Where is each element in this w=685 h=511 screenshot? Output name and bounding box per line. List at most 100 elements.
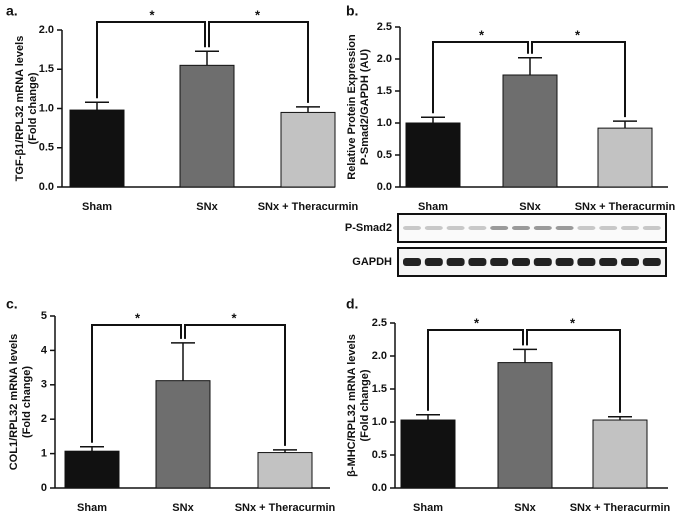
blot-band <box>621 258 639 266</box>
significance-bracket <box>526 329 621 413</box>
y-axis-label: Relative Protein ExpressionP-Smad2/GAPDH… <box>346 34 371 180</box>
y-axis-label-line: (Fold change) <box>27 72 39 144</box>
blot-band <box>642 226 661 230</box>
blot-band <box>577 258 596 266</box>
y-axis-label-line: β-MHC/RPL32 mRNA levels <box>346 334 358 477</box>
y-axis-label: TGF-β1/RPL32 mRNA levels(Fold change) <box>14 36 39 182</box>
significance-star: * <box>575 27 581 42</box>
y-tick-label: 0.5 <box>372 449 387 461</box>
x-tick-label: SNx + Theracurmin <box>570 502 671 511</box>
x-tick-label: SNx <box>172 502 194 511</box>
y-tick-label: 1.5 <box>39 63 54 75</box>
significance-bracket <box>208 21 309 103</box>
blot-band <box>642 258 661 266</box>
blot-band <box>403 258 421 266</box>
panel-label: b. <box>346 3 358 19</box>
x-tick-label: SNx <box>519 201 541 213</box>
y-tick-label: 4 <box>41 344 48 356</box>
significance-bracket <box>531 41 626 118</box>
bar <box>597 127 653 188</box>
significance-star: * <box>255 7 261 22</box>
y-axis-label-line: Relative Protein Expression <box>346 34 358 180</box>
x-tick-label: SNx + Theracurmin <box>235 502 336 511</box>
blot-band <box>555 258 574 266</box>
bar <box>405 122 461 188</box>
y-tick-label: 1.0 <box>39 102 54 114</box>
blot-band <box>533 226 552 230</box>
y-tick-label: 1.5 <box>377 85 392 97</box>
blot-band <box>446 258 465 266</box>
significance-bracket <box>96 21 206 99</box>
significance-star: * <box>479 27 485 42</box>
blot-band <box>424 226 443 230</box>
y-tick-label: 2.0 <box>377 53 392 65</box>
blot-band <box>599 226 618 230</box>
significance-bracket <box>91 324 182 443</box>
x-tick-label: SNx + Theracurmin <box>258 201 359 213</box>
significance-star: * <box>570 315 576 330</box>
x-tick-label: Sham <box>418 201 448 213</box>
blot-band <box>512 226 530 230</box>
y-tick-label: 0.0 <box>377 181 392 193</box>
bar <box>179 64 235 188</box>
panel-label: a. <box>6 3 18 19</box>
panel-label: c. <box>6 296 18 312</box>
blot-band <box>490 258 509 266</box>
y-tick-label: 2.5 <box>372 317 387 329</box>
x-tick-label: Sham <box>413 502 443 511</box>
bar <box>502 74 558 188</box>
blot-band <box>599 258 618 266</box>
bar <box>592 419 648 489</box>
y-tick-label: 2.0 <box>39 24 54 36</box>
y-axis-label-line: (Fold change) <box>359 369 371 441</box>
x-tick-label: Sham <box>77 502 107 511</box>
blot-label: P-Smad2 <box>345 222 392 234</box>
y-axis-label: COL1/RPL32 mRNA levels(Fold change) <box>8 334 33 471</box>
blot-band <box>577 226 596 230</box>
significance-bracket <box>427 329 524 411</box>
significance-star: * <box>474 315 480 330</box>
significance-bracket <box>432 41 529 114</box>
bar <box>69 109 125 188</box>
blot-band <box>446 226 465 230</box>
blot-label: GAPDH <box>352 256 392 268</box>
bar <box>280 111 336 188</box>
x-tick-label: SNx <box>514 502 536 511</box>
y-axis-label-line: (Fold change) <box>21 366 33 438</box>
bar <box>155 380 211 489</box>
y-axis-label-line: P-Smad2/GAPDH (AU) <box>359 49 371 165</box>
bar <box>257 452 313 489</box>
y-tick-label: 0.0 <box>39 181 54 193</box>
blot-band <box>468 258 487 266</box>
x-tick-label: SNx <box>196 201 218 213</box>
y-tick-label: 0.5 <box>377 149 392 161</box>
y-tick-label: 2.5 <box>377 21 392 33</box>
panel-label: d. <box>346 296 358 312</box>
y-tick-label: 3 <box>41 379 47 391</box>
significance-star: * <box>231 310 237 325</box>
bar <box>400 419 456 489</box>
x-tick-label: SNx + Theracurmin <box>575 201 676 213</box>
y-axis-label-line: COL1/RPL32 mRNA levels <box>8 334 20 471</box>
y-axis-label-line: TGF-β1/RPL32 mRNA levels <box>14 36 26 182</box>
y-tick-label: 1.0 <box>372 416 387 428</box>
y-tick-label: 1.5 <box>372 383 387 395</box>
y-tick-label: 2 <box>41 413 47 425</box>
x-tick-label: Sham <box>82 201 112 213</box>
y-tick-label: 5 <box>41 310 47 322</box>
blot-band <box>403 226 421 230</box>
significance-bracket <box>184 324 286 446</box>
bar <box>497 362 553 489</box>
blot-band <box>468 226 487 230</box>
blot-band <box>621 226 639 230</box>
y-axis-label: β-MHC/RPL32 mRNA levels(Fold change) <box>346 334 371 477</box>
y-tick-label: 1.0 <box>377 117 392 129</box>
blot-band <box>512 258 530 266</box>
y-tick-label: 0.5 <box>39 142 54 154</box>
y-tick-label: 0 <box>41 482 47 494</box>
blot-band <box>424 258 443 266</box>
significance-star: * <box>149 7 155 22</box>
bar <box>64 450 120 489</box>
blot-band <box>490 226 509 230</box>
